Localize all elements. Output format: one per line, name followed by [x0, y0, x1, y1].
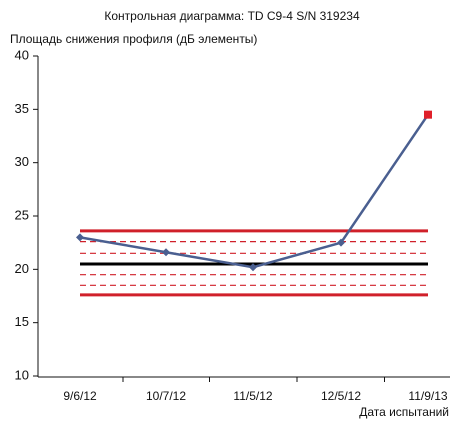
y-tick-label: 25	[15, 207, 29, 222]
data-point	[337, 238, 345, 247]
y-tick-label: 40	[15, 47, 29, 62]
y-tick-label: 30	[15, 154, 29, 169]
data-point	[76, 233, 84, 242]
chart-title: Контрольная диаграмма: TD C9-4 S/N 31923…	[104, 9, 360, 23]
data-point	[249, 263, 257, 272]
y-tick-label: 15	[15, 314, 29, 329]
y-tick-label: 10	[15, 367, 29, 382]
data-line	[79, 113, 430, 269]
x-tick-label: 12/5/12	[321, 389, 361, 403]
data-point	[162, 248, 170, 257]
x-tick-label: 10/7/12	[146, 389, 186, 403]
y-axis-label: Площадь снижения профиля (дБ элементы)	[10, 32, 257, 46]
y-tick-label: 20	[15, 261, 29, 276]
x-axis-label: Дата испытаний	[359, 405, 449, 419]
x-tick-label: 11/5/12	[233, 389, 272, 403]
data-point	[424, 110, 432, 119]
y-tick-label: 35	[15, 101, 29, 116]
x-tick-label: 11/9/13	[408, 389, 447, 403]
x-tick-label: 9/6/12	[63, 389, 97, 403]
